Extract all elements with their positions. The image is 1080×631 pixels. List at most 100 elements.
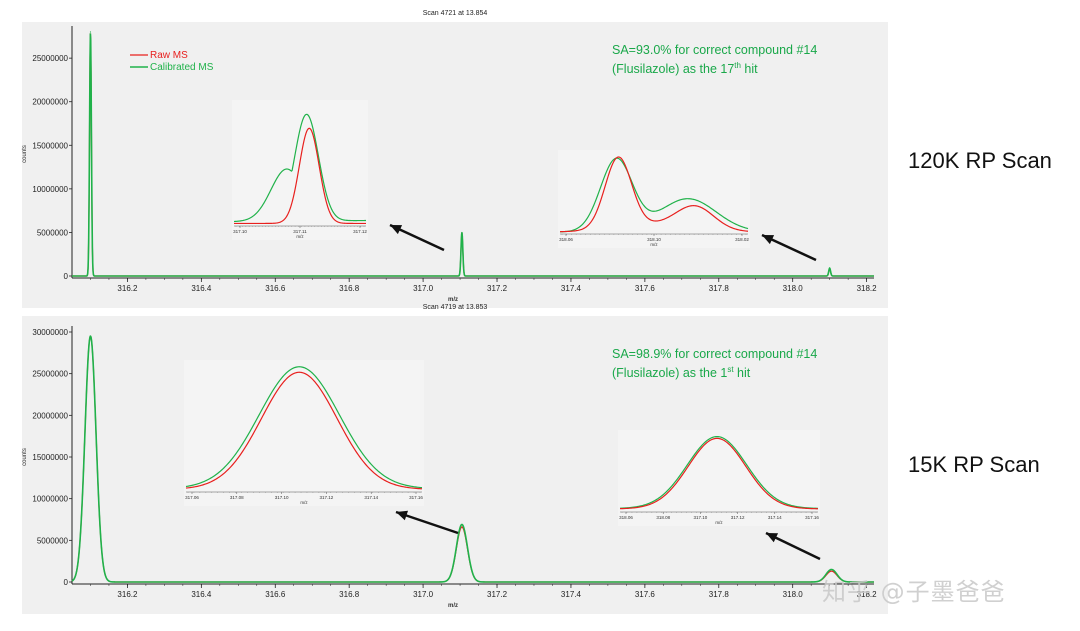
x-tick-label: 317.4 bbox=[561, 284, 582, 293]
x-tick-label: 318.0 bbox=[783, 284, 804, 293]
top-arrow-2-head bbox=[762, 235, 775, 245]
y-axis-label: counts bbox=[22, 145, 28, 163]
bottom-inset-1-raw-curve bbox=[185, 371, 423, 490]
bottom-inset-1-tick-label: 317.14 bbox=[364, 495, 378, 500]
x-tick-label: 316.8 bbox=[339, 284, 360, 293]
bottom-inset-2-background bbox=[618, 430, 820, 526]
x-tick-label: 316.4 bbox=[191, 590, 212, 599]
x-tick-label: 316.2 bbox=[117, 284, 138, 293]
calibrated-trace bbox=[72, 33, 874, 277]
watermark: 知乎 @子墨爸爸 bbox=[822, 578, 1006, 606]
top-annotation-line1: SA=93.0% for correct compound #14 bbox=[612, 43, 817, 57]
x-tick-label: 318.0 bbox=[783, 590, 804, 599]
bottom-inset-2-tick-label: 318.08 bbox=[656, 515, 670, 520]
y-axis-label: counts bbox=[22, 448, 28, 466]
y-tick-label: 5000000 bbox=[37, 228, 69, 237]
y-tick-label: 10000000 bbox=[32, 185, 68, 194]
x-tick-label: 318.2 bbox=[857, 284, 878, 293]
bottom-annotation-line2: (Flusilazole) as the 1st hit bbox=[612, 365, 751, 380]
top-inset-2-tick-label: 318.10 bbox=[647, 237, 661, 242]
bottom-inset-1-tick-label: 317.06 bbox=[185, 495, 199, 500]
x-tick-label: 317.0 bbox=[413, 284, 434, 293]
bottom-chart-title: Scan 4719 at 13.853 bbox=[422, 304, 488, 311]
top-inset-1-background bbox=[232, 100, 368, 240]
x-axis-label: m/z bbox=[448, 603, 458, 609]
bottom-resolution-label: 15K RP Scan bbox=[908, 452, 1040, 477]
x-tick-label: 317.2 bbox=[487, 284, 508, 293]
top-inset-2-tick-label: 318.06 bbox=[559, 237, 573, 242]
peak-point bbox=[461, 231, 463, 234]
bottom-inset-2-calibrated-curve bbox=[619, 435, 819, 509]
x-tick-label: 316.6 bbox=[265, 590, 286, 599]
top-inset-2-xlabel: m/z bbox=[650, 242, 658, 247]
bottom-inset-2-raw-curve bbox=[619, 437, 819, 510]
x-tick-label: 318.2 bbox=[857, 590, 878, 599]
bottom-arrow-1-head bbox=[396, 510, 409, 521]
y-tick-label: 5000000 bbox=[37, 536, 69, 545]
top-inset-1-tick-label: 317.11 bbox=[293, 229, 307, 234]
top-chart-svg: 0 5000000 10000000 15000000 20000000 25000000… bbox=[22, 26, 878, 303]
x-tick-label: 317.2 bbox=[487, 590, 508, 599]
top-inset-1-tick-label: 317.10 bbox=[233, 229, 247, 234]
top-inset-2-background bbox=[558, 150, 750, 248]
top-chart-panel: Scan 4721 at 13.854 0 5000000 10000000 1500… bbox=[22, 10, 888, 308]
bottom-chart-panel: Scan 4719 at 13.853 0 5000000 10000000 1500… bbox=[22, 304, 888, 614]
top-chart-title: Scan 4721 at 13.854 bbox=[422, 10, 488, 17]
y-tick-label: 10000000 bbox=[32, 495, 68, 504]
bottom-inset-2-tick-label: 317.12 bbox=[731, 515, 745, 520]
bottom-inset-2-tick-label: 317.16 bbox=[805, 515, 819, 520]
y-tick-label: 15000000 bbox=[32, 141, 68, 150]
peak-point bbox=[829, 267, 831, 269]
x-tick-label: 316.8 bbox=[339, 590, 360, 599]
x-tick-label: 317.6 bbox=[635, 284, 656, 293]
peak-point bbox=[89, 335, 92, 337]
top-resolution-label: 120K RP Scan bbox=[908, 148, 1052, 173]
legend-raw-label: Raw MS bbox=[150, 50, 188, 61]
bottom-inset-2-tick-label: 317.10 bbox=[694, 515, 708, 520]
x-tick-label: 316.2 bbox=[117, 590, 138, 599]
bottom-chart-svg: 0 5000000 10000000 15000000 20000000 25000000… bbox=[22, 326, 878, 609]
y-tick-label: 25000000 bbox=[32, 54, 68, 63]
bottom-inset-1-background bbox=[184, 360, 424, 506]
top-inset-2-tick-label: 318.02 bbox=[735, 237, 749, 242]
top-inset-2-raw-curve bbox=[559, 156, 749, 233]
y-tick-label: 25000000 bbox=[32, 370, 68, 379]
bottom-arrow-2-head bbox=[766, 533, 779, 543]
x-tick-label: 316.6 bbox=[265, 284, 286, 293]
x-tick-label: 317.6 bbox=[635, 590, 656, 599]
top-arrow-1-head bbox=[390, 225, 403, 235]
bottom-annotation-line1: SA=98.9% for correct compound #14 bbox=[612, 347, 817, 361]
peak-point bbox=[461, 523, 463, 526]
top-inset-2-calibrated-curve bbox=[559, 157, 749, 233]
top-inset-1-raw-curve bbox=[234, 127, 366, 225]
y-tick-label: 20000000 bbox=[32, 411, 68, 420]
peak-point bbox=[89, 31, 92, 33]
peak-point bbox=[830, 568, 833, 571]
x-tick-label: 316.4 bbox=[191, 284, 212, 293]
bottom-inset-1-calibrated-curve bbox=[185, 366, 423, 489]
top-inset-1-tick-label: 317.12 bbox=[353, 229, 367, 234]
bottom-inset-1-tick-label: 317.08 bbox=[230, 495, 244, 500]
top-inset-1-calibrated-curve bbox=[233, 113, 367, 223]
x-tick-label: 317.8 bbox=[709, 284, 730, 293]
bottom-inset-1-tick-label: 317.12 bbox=[320, 495, 334, 500]
y-tick-label: 30000000 bbox=[32, 328, 68, 337]
x-tick-label: 317.8 bbox=[709, 590, 730, 599]
bottom-inset-2-tick-label: 318.06 bbox=[619, 515, 633, 520]
top-annotation-line2: (Flusilazole) as the 17th hit bbox=[612, 61, 758, 76]
bottom-inset-1-xlabel: m/z bbox=[300, 500, 308, 505]
bottom-inset-2-tick-label: 317.14 bbox=[768, 515, 782, 520]
y-tick-label: 20000000 bbox=[32, 98, 68, 107]
top-inset-1-xlabel: m/z bbox=[296, 234, 304, 239]
bottom-inset-2-xlabel: m/z bbox=[715, 520, 723, 525]
x-tick-label: 317.4 bbox=[561, 590, 582, 599]
y-tick-label: 0 bbox=[64, 578, 69, 587]
y-tick-label: 15000000 bbox=[32, 453, 68, 462]
legend-calibrated-label: Calibrated MS bbox=[150, 62, 214, 73]
bottom-inset-1-tick-label: 317.16 bbox=[409, 495, 423, 500]
x-axis-label: m/z bbox=[448, 297, 458, 303]
x-tick-label: 317.0 bbox=[413, 590, 434, 599]
calibrated-trace bbox=[71, 335, 874, 583]
y-tick-label: 0 bbox=[64, 272, 69, 281]
bottom-inset-1-tick-label: 317.10 bbox=[275, 495, 289, 500]
